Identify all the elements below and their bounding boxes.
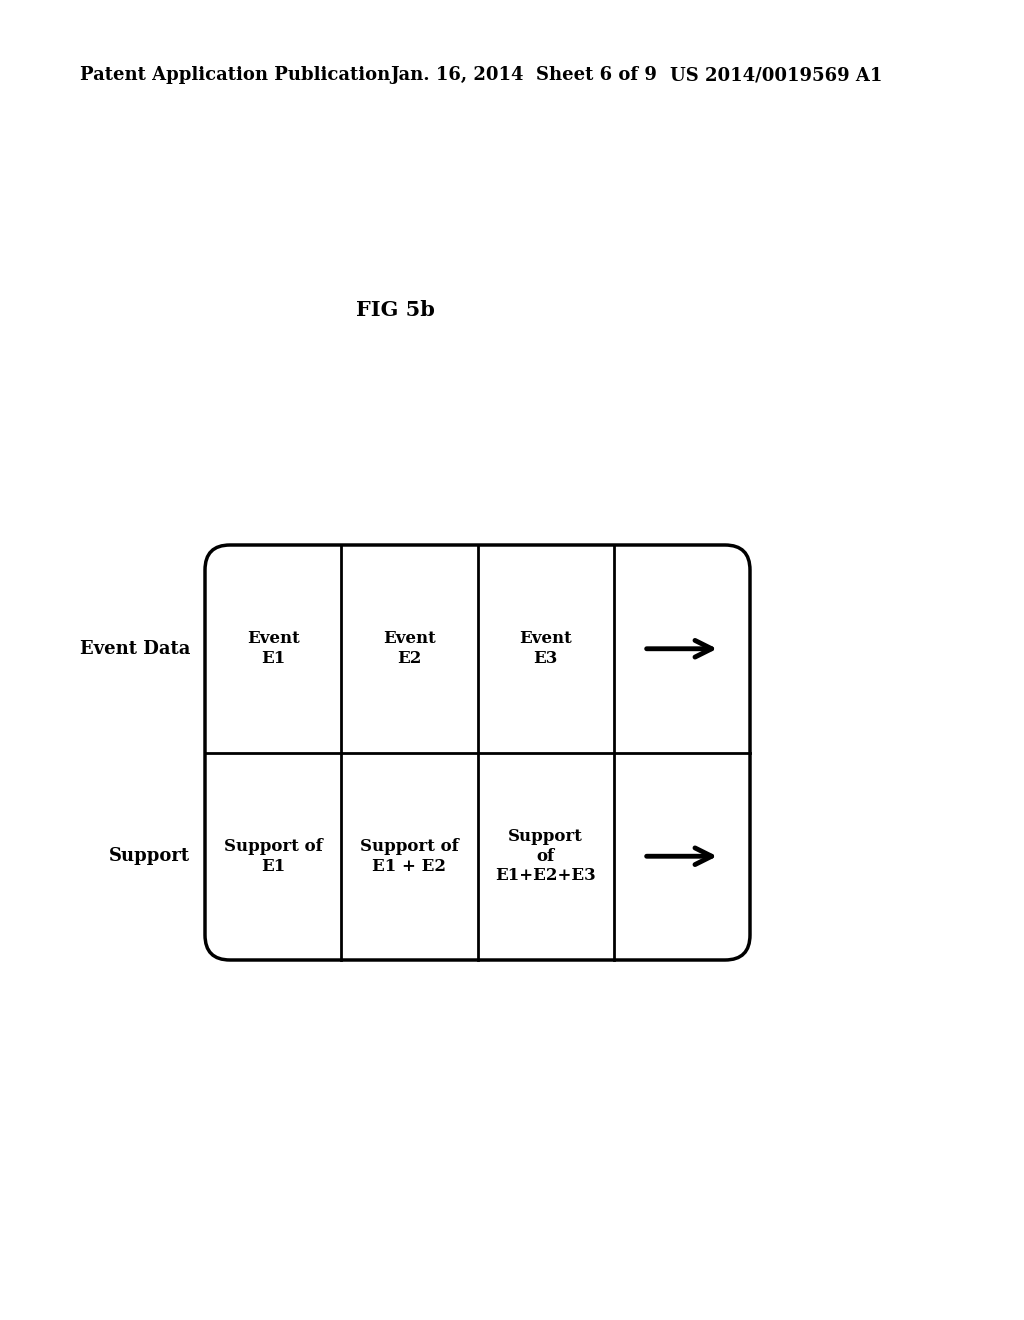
Text: US 2014/0019569 A1: US 2014/0019569 A1 xyxy=(670,66,883,84)
Text: Event
E1: Event E1 xyxy=(247,631,299,667)
Text: Support of
E1: Support of E1 xyxy=(224,838,323,875)
Text: Support: Support xyxy=(109,847,190,865)
FancyBboxPatch shape xyxy=(205,545,750,960)
Text: Jan. 16, 2014  Sheet 6 of 9: Jan. 16, 2014 Sheet 6 of 9 xyxy=(390,66,656,84)
Text: Support of
E1 + E2: Support of E1 + E2 xyxy=(360,838,459,875)
Text: Event
E2: Event E2 xyxy=(383,631,436,667)
Text: Patent Application Publication: Patent Application Publication xyxy=(80,66,390,84)
Text: FIG 5b: FIG 5b xyxy=(355,300,434,319)
Text: Event
E3: Event E3 xyxy=(519,631,572,667)
Text: Event Data: Event Data xyxy=(80,640,190,657)
Text: Support
of
E1+E2+E3: Support of E1+E2+E3 xyxy=(496,828,596,884)
